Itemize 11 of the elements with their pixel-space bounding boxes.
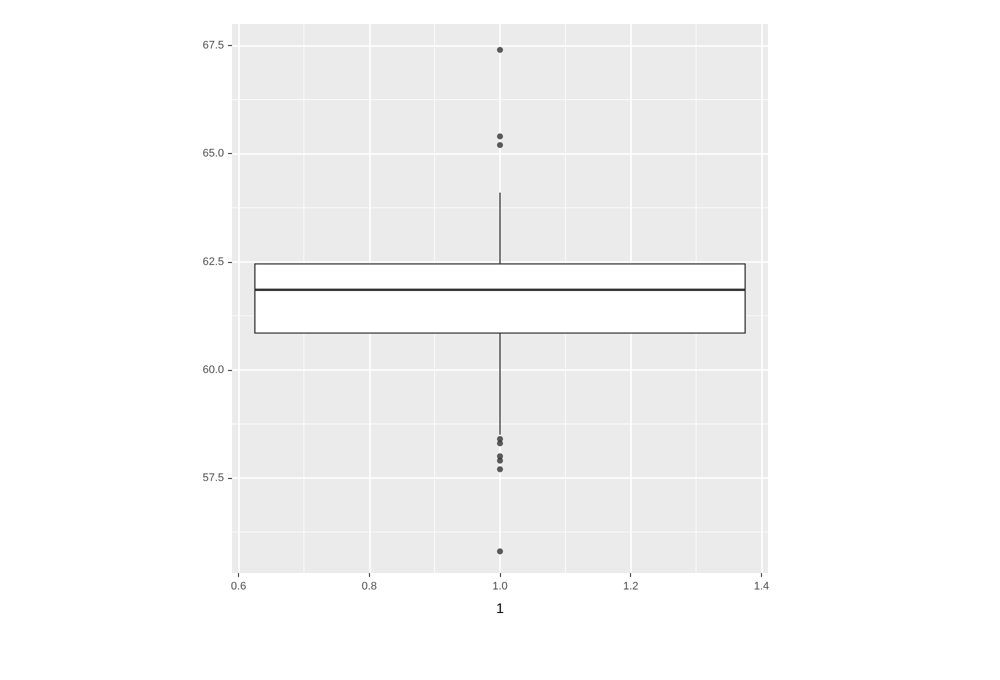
y-tick-label: 67.5: [202, 40, 224, 52]
y-tick-label: 60.0: [202, 364, 224, 376]
x2-tick-label: 1.0: [492, 580, 508, 592]
x2-tick-label: 1.4: [754, 580, 770, 592]
x2-tick-label: 1.2: [623, 580, 638, 592]
y-tick-label: 65.0: [202, 148, 224, 160]
x2-tick-label: 0.8: [362, 580, 377, 592]
y-tick-label: 62.5: [202, 256, 224, 268]
x-axis-title: 1: [496, 600, 504, 616]
x2-tick-label: 0.6: [230, 580, 246, 592]
y-tick-label: 57.5: [202, 472, 224, 484]
